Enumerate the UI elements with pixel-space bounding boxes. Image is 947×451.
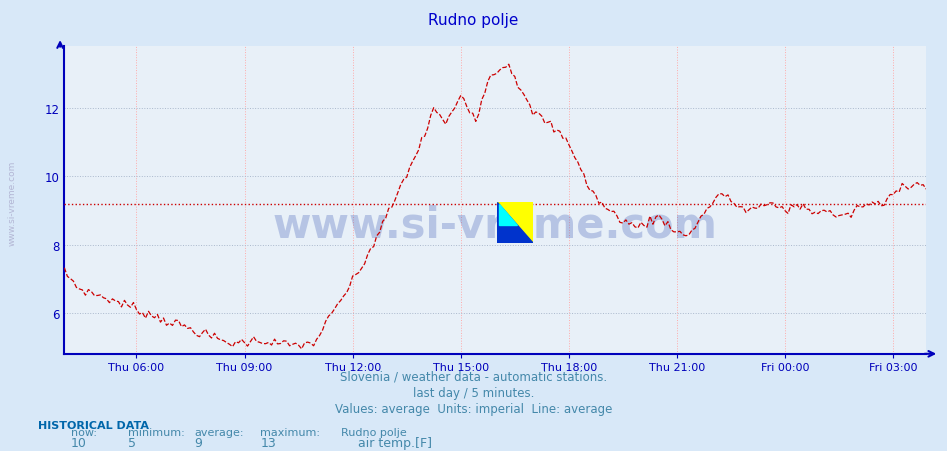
Text: www.si-vreme.com: www.si-vreme.com	[273, 204, 718, 246]
Polygon shape	[497, 203, 533, 244]
Text: average:: average:	[194, 427, 243, 437]
Text: Rudno polje: Rudno polje	[428, 13, 519, 28]
Text: air temp.[F]: air temp.[F]	[358, 437, 432, 450]
Text: 5: 5	[128, 437, 135, 450]
Text: Rudno polje: Rudno polje	[341, 427, 406, 437]
Text: maximum:: maximum:	[260, 427, 320, 437]
Text: HISTORICAL DATA: HISTORICAL DATA	[38, 420, 149, 430]
Text: Slovenia / weather data - automatic stations.: Slovenia / weather data - automatic stat…	[340, 370, 607, 383]
Text: www.si-vreme.com: www.si-vreme.com	[8, 161, 17, 245]
Polygon shape	[499, 205, 517, 225]
Text: minimum:: minimum:	[128, 427, 185, 437]
Text: 13: 13	[260, 437, 277, 450]
Text: Values: average  Units: imperial  Line: average: Values: average Units: imperial Line: av…	[335, 402, 612, 414]
Text: last day / 5 minutes.: last day / 5 minutes.	[413, 386, 534, 399]
Text: 9: 9	[194, 437, 202, 450]
Text: 10: 10	[71, 437, 87, 450]
Text: now:: now:	[71, 427, 97, 437]
Polygon shape	[497, 203, 533, 244]
